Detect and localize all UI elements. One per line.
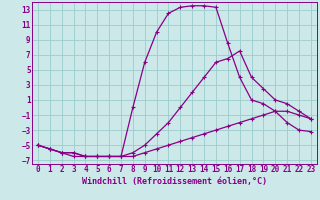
X-axis label: Windchill (Refroidissement éolien,°C): Windchill (Refroidissement éolien,°C): [82, 177, 267, 186]
